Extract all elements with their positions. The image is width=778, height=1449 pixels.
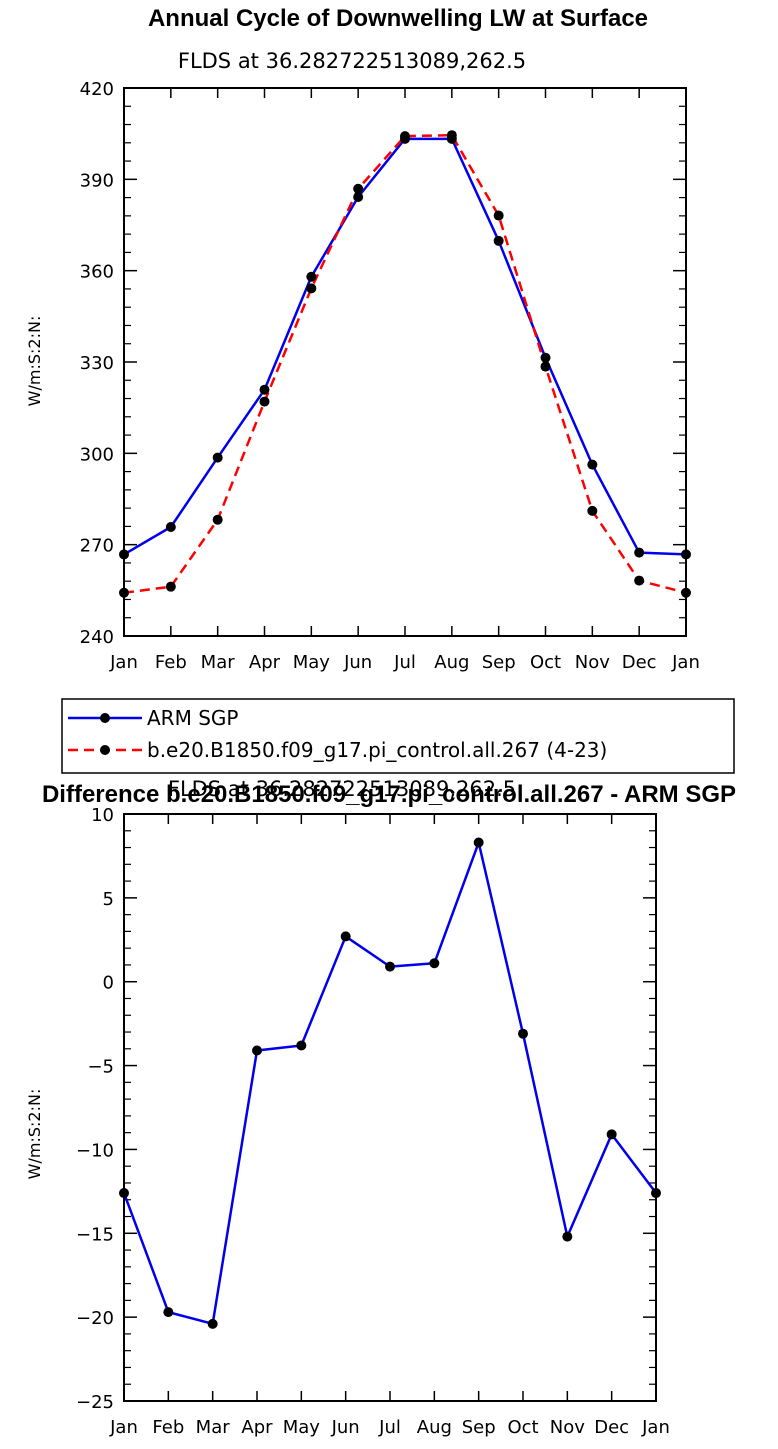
x-tick-label: Sep [482, 652, 516, 673]
x-tick-label: Aug [417, 1417, 452, 1438]
chart-subtitle: FLDS at 36.282722513089,262.5 [168, 777, 516, 801]
x-tick-label: Feb [155, 652, 187, 673]
y-tick-label: 330 [80, 353, 114, 374]
chart-title: Difference b.e20.B1850.f09_g17.pi_contro… [42, 781, 736, 808]
data-point-series-0 [634, 547, 645, 558]
x-tick-label: Dec [622, 652, 657, 673]
legend-entry-model: b.e20.B1850.f09_g17.pi_control.all.267 (… [68, 738, 607, 762]
x-tick-label: Nov [575, 652, 610, 673]
x-tick-label: Apr [241, 1417, 273, 1438]
data-point-series-1 [446, 130, 457, 141]
data-point-series-1 [493, 210, 504, 221]
data-point-series-0 [587, 459, 598, 470]
legend-label-model: b.e20.B1850.f09_g17.pi_control.all.267 (… [147, 738, 607, 762]
data-point-series-0 [207, 1318, 218, 1329]
x-tick-label: Apr [249, 652, 281, 673]
data-point-series-0 [353, 191, 364, 202]
x-tick-label: Feb [152, 1417, 184, 1438]
y-tick-label: −20 [76, 1308, 114, 1329]
data-point-series-0 [212, 452, 223, 463]
data-point-series-0 [540, 352, 551, 363]
y-tick-label: 10 [91, 805, 114, 826]
y-tick-label: −10 [76, 1140, 114, 1161]
x-tick-label: Jan [671, 652, 700, 673]
data-point-series-0 [259, 384, 270, 395]
y-tick-label: −15 [76, 1224, 114, 1245]
data-point-series-0 [252, 1045, 262, 1056]
x-tick-label: Oct [530, 652, 561, 673]
difference-chart: Difference b.e20.B1850.f09_g17.pi_contro… [25, 777, 736, 1438]
y-tick-label: 300 [80, 444, 114, 465]
series-group [119, 837, 661, 1329]
x-tick-label: Jul [378, 1417, 401, 1438]
x-tick-label: Mar [196, 1417, 231, 1438]
legend-box [61, 698, 735, 774]
y-tick-label: −25 [76, 1392, 114, 1413]
data-point-series-1 [634, 575, 645, 586]
y-axis-label: W/m:S:2:N: [25, 1089, 44, 1180]
annual-cycle-chart: Annual Cycle of Downwelling LW at Surfac… [25, 5, 700, 673]
data-point-series-0 [296, 1040, 307, 1051]
y-tick-label: 360 [80, 262, 114, 283]
data-point-series-1 [400, 131, 410, 142]
plot-frame [123, 813, 657, 1402]
chart-subtitle: FLDS at 36.282722513089,262.5 [178, 49, 526, 73]
data-point-series-1 [259, 396, 270, 407]
x-tick-label: May [293, 652, 331, 673]
chart-title: Annual Cycle of Downwelling LW at Surfac… [148, 5, 648, 32]
data-point-series-0 [493, 235, 504, 246]
y-tick-label: 420 [80, 79, 114, 100]
y-tick-label: 270 [80, 536, 114, 557]
series-line-0 [123, 137, 687, 556]
x-tick-label: Jun [331, 1417, 360, 1438]
data-point-series-0 [340, 931, 351, 942]
plot-frame [123, 87, 687, 637]
data-point-series-0 [165, 522, 176, 533]
y-tick-label: 240 [80, 627, 114, 648]
data-point-series-0 [473, 837, 484, 848]
y-tick-label: 0 [103, 973, 114, 994]
data-point-series-0 [163, 1307, 174, 1318]
y-tick-label: 390 [80, 170, 114, 191]
data-point-series-1 [306, 283, 317, 294]
series-group [119, 130, 691, 598]
y-tick-label: 5 [103, 889, 114, 910]
data-point-series-0 [385, 961, 395, 972]
data-point-series-1 [540, 361, 551, 372]
x-tick-label: Jan [109, 652, 138, 673]
data-point-series-0 [606, 1129, 617, 1140]
legend: ARM SGP b.e20.B1850.f09_g17.pi_control.a… [61, 698, 735, 774]
x-tick-label: Jan [109, 1417, 138, 1438]
y-axis-label: W/m:S:2:N: [25, 316, 44, 407]
y-tick-label: −5 [87, 1057, 114, 1078]
data-point-series-0 [562, 1231, 573, 1242]
data-point-series-1 [165, 581, 176, 592]
legend-entry-arm-sgp: ARM SGP [68, 706, 238, 730]
axis-ticks: Jan Feb Mar Apr May Jun Jul Aug Sep Oct Nov Dec Jan 2… [80, 79, 700, 673]
legend-marker-model [100, 745, 110, 755]
x-tick-label: Jan [641, 1417, 670, 1438]
x-tick-label: Dec [594, 1417, 629, 1438]
data-point-series-1 [353, 183, 364, 194]
x-tick-label: Jun [343, 652, 372, 673]
x-tick-label: Sep [462, 1417, 496, 1438]
legend-label-arm-sgp: ARM SGP [147, 706, 238, 730]
data-point-series-1 [587, 505, 598, 516]
x-tick-label: Aug [434, 652, 469, 673]
legend-marker-arm-sgp [100, 713, 110, 723]
x-tick-label: Jul [393, 652, 416, 673]
data-point-series-0 [306, 271, 317, 282]
x-tick-label: May [283, 1417, 321, 1438]
x-tick-label: Oct [507, 1417, 538, 1438]
axis-ticks: Jan Feb Mar Apr May Jun Jul Aug Sep Oct Nov Dec Jan −… [76, 805, 670, 1438]
x-tick-label: Mar [201, 652, 236, 673]
data-point-series-1 [212, 514, 223, 525]
data-point-series-0 [429, 958, 440, 969]
x-tick-label: Nov [550, 1417, 585, 1438]
series-line-1 [123, 133, 687, 595]
series-line-0 [122, 841, 657, 1326]
data-point-series-0 [518, 1028, 528, 1039]
